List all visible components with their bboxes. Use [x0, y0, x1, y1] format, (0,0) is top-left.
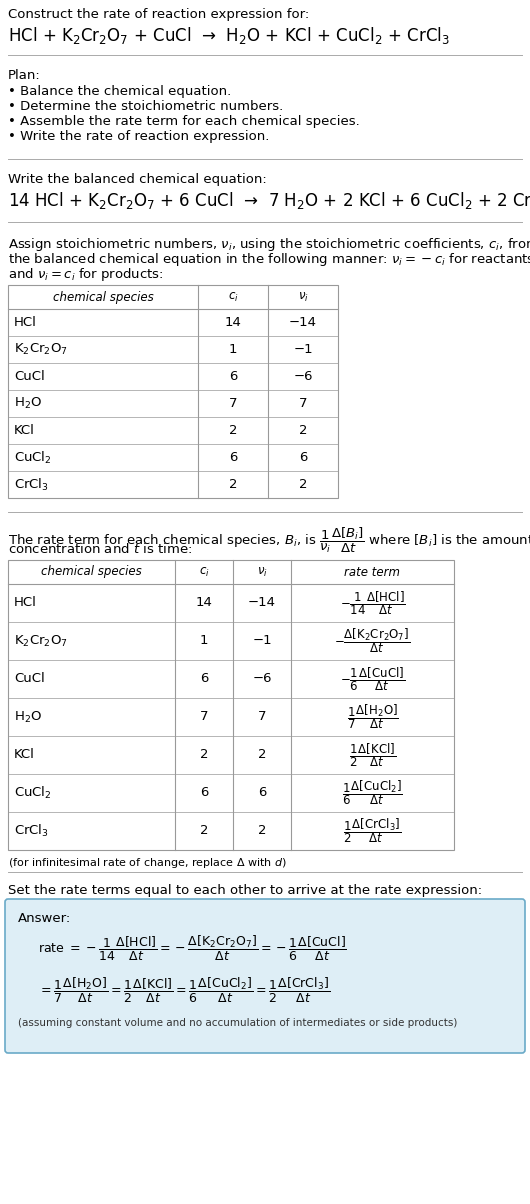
Text: HCl + K$_2$Cr$_2$O$_7$ + CuCl  →  H$_2$O + KCl + CuCl$_2$ + CrCl$_3$: HCl + K$_2$Cr$_2$O$_7$ + CuCl → H$_2$O +… [8, 25, 450, 46]
Text: CuCl: CuCl [14, 673, 45, 685]
Text: (for infinitesimal rate of change, replace Δ with $d$): (for infinitesimal rate of change, repla… [8, 856, 287, 870]
Bar [8, 285, 338, 498]
Text: $-\dfrac{1}{6}\dfrac{\Delta[\mathrm{CuCl}]}{\Delta t}$: $-\dfrac{1}{6}\dfrac{\Delta[\mathrm{CuCl… [340, 665, 405, 692]
Text: $-\dfrac{\Delta[\mathrm{K_2Cr_2O_7}]}{\Delta t}$: $-\dfrac{\Delta[\mathrm{K_2Cr_2O_7}]}{\D… [334, 626, 411, 655]
Text: HCl: HCl [14, 315, 37, 329]
Text: • Write the rate of reaction expression.: • Write the rate of reaction expression. [8, 130, 269, 143]
Text: CrCl$_3$: CrCl$_3$ [14, 477, 49, 492]
Text: HCl: HCl [14, 596, 37, 609]
Text: −1: −1 [252, 635, 272, 648]
Text: $\dfrac{1}{2}\dfrac{\Delta[\mathrm{CrCl_3}]}{\Delta t}$: $\dfrac{1}{2}\dfrac{\Delta[\mathrm{CrCl_… [343, 816, 402, 845]
Text: KCl: KCl [14, 424, 35, 437]
Bar [8, 560, 454, 850]
Text: −14: −14 [289, 315, 317, 329]
Text: 7: 7 [258, 710, 266, 724]
Text: the balanced chemical equation in the following manner: $\nu_i = -c_i$ for react: the balanced chemical equation in the fo… [8, 250, 530, 268]
Text: CuCl: CuCl [14, 370, 45, 383]
Text: Write the balanced chemical equation:: Write the balanced chemical equation: [8, 173, 267, 185]
Text: Construct the rate of reaction expression for:: Construct the rate of reaction expressio… [8, 8, 309, 20]
Text: −1: −1 [293, 343, 313, 356]
Text: • Balance the chemical equation.: • Balance the chemical equation. [8, 85, 231, 98]
Text: • Assemble the rate term for each chemical species.: • Assemble the rate term for each chemic… [8, 116, 360, 128]
Text: −6: −6 [293, 370, 313, 383]
Bar [8, 285, 338, 498]
Text: 2: 2 [200, 749, 208, 761]
Text: 7: 7 [229, 397, 237, 411]
Text: H$_2$O: H$_2$O [14, 709, 42, 725]
Text: $\dfrac{1}{7}\dfrac{\Delta[\mathrm{H_2O}]}{\Delta t}$: $\dfrac{1}{7}\dfrac{\Delta[\mathrm{H_2O}… [347, 703, 399, 731]
Text: (assuming constant volume and no accumulation of intermediates or side products): (assuming constant volume and no accumul… [18, 1019, 457, 1028]
Text: 14 HCl + K$_2$Cr$_2$O$_7$ + 6 CuCl  →  7 H$_2$O + 2 KCl + 6 CuCl$_2$ + 2 CrCl$_3: 14 HCl + K$_2$Cr$_2$O$_7$ + 6 CuCl → 7 H… [8, 190, 530, 211]
Text: 2: 2 [229, 424, 237, 437]
Text: −14: −14 [248, 596, 276, 609]
Text: 6: 6 [258, 786, 266, 799]
Text: 2: 2 [299, 424, 307, 437]
Text: CrCl$_3$: CrCl$_3$ [14, 824, 49, 839]
Text: 14: 14 [196, 596, 213, 609]
Text: H$_2$O: H$_2$O [14, 396, 42, 411]
Text: 6: 6 [200, 673, 208, 685]
Text: $\dfrac{1}{6}\dfrac{\Delta[\mathrm{CuCl_2}]}{\Delta t}$: $\dfrac{1}{6}\dfrac{\Delta[\mathrm{CuCl_… [342, 779, 403, 808]
Text: 6: 6 [229, 452, 237, 464]
Text: CuCl$_2$: CuCl$_2$ [14, 449, 51, 466]
Text: • Determine the stoichiometric numbers.: • Determine the stoichiometric numbers. [8, 100, 283, 113]
Text: 6: 6 [229, 370, 237, 383]
Text: $\nu_i$: $\nu_i$ [257, 566, 268, 579]
Text: 1: 1 [229, 343, 237, 356]
Text: rate term: rate term [344, 566, 401, 578]
Text: 2: 2 [229, 478, 237, 491]
Text: 2: 2 [200, 825, 208, 838]
Text: $-\dfrac{1}{14}\dfrac{\Delta[\mathrm{HCl}]}{\Delta t}$: $-\dfrac{1}{14}\dfrac{\Delta[\mathrm{HCl… [340, 589, 405, 616]
Bar [8, 560, 454, 850]
Text: 7: 7 [200, 710, 208, 724]
Text: CuCl$_2$: CuCl$_2$ [14, 785, 51, 801]
Text: K$_2$Cr$_2$O$_7$: K$_2$Cr$_2$O$_7$ [14, 633, 68, 649]
Text: The rate term for each chemical species, $B_i$, is $\dfrac{1}{\nu_i}\dfrac{\Delt: The rate term for each chemical species,… [8, 526, 530, 555]
Text: concentration and $t$ is time:: concentration and $t$ is time: [8, 542, 192, 556]
Text: KCl: KCl [14, 749, 35, 761]
Text: Assign stoichiometric numbers, $\nu_i$, using the stoichiometric coefficients, $: Assign stoichiometric numbers, $\nu_i$, … [8, 236, 530, 253]
Text: 6: 6 [200, 786, 208, 799]
Text: chemical species: chemical species [41, 566, 142, 578]
Text: −6: −6 [252, 673, 272, 685]
Text: 2: 2 [258, 749, 266, 761]
Text: 1: 1 [200, 635, 208, 648]
Text: rate $= -\dfrac{1}{14}\dfrac{\Delta[\mathrm{HCl}]}{\Delta t} = -\dfrac{\Delta[\m: rate $= -\dfrac{1}{14}\dfrac{\Delta[\mat… [38, 934, 347, 963]
Text: 2: 2 [258, 825, 266, 838]
Text: chemical species: chemical species [52, 290, 153, 303]
Text: $\dfrac{1}{2}\dfrac{\Delta[\mathrm{KCl}]}{\Delta t}$: $\dfrac{1}{2}\dfrac{\Delta[\mathrm{KCl}]… [349, 742, 396, 769]
Text: Set the rate terms equal to each other to arrive at the rate expression:: Set the rate terms equal to each other t… [8, 884, 482, 897]
Text: 6: 6 [299, 452, 307, 464]
Text: $\nu_i$: $\nu_i$ [297, 290, 308, 303]
Text: $c_i$: $c_i$ [228, 290, 238, 303]
Text: and $\nu_i = c_i$ for products:: and $\nu_i = c_i$ for products: [8, 266, 164, 283]
Text: $c_i$: $c_i$ [199, 566, 209, 579]
Text: 7: 7 [299, 397, 307, 411]
Text: Plan:: Plan: [8, 69, 41, 82]
FancyBboxPatch shape [5, 899, 525, 1054]
Text: 14: 14 [225, 315, 242, 329]
Text: K$_2$Cr$_2$O$_7$: K$_2$Cr$_2$O$_7$ [14, 342, 68, 358]
Text: Answer:: Answer: [18, 911, 71, 925]
Text: $= \dfrac{1}{7}\dfrac{\Delta[\mathrm{H_2O}]}{\Delta t} = \dfrac{1}{2}\dfrac{\Del: $= \dfrac{1}{7}\dfrac{\Delta[\mathrm{H_2… [38, 976, 330, 1005]
Text: 2: 2 [299, 478, 307, 491]
